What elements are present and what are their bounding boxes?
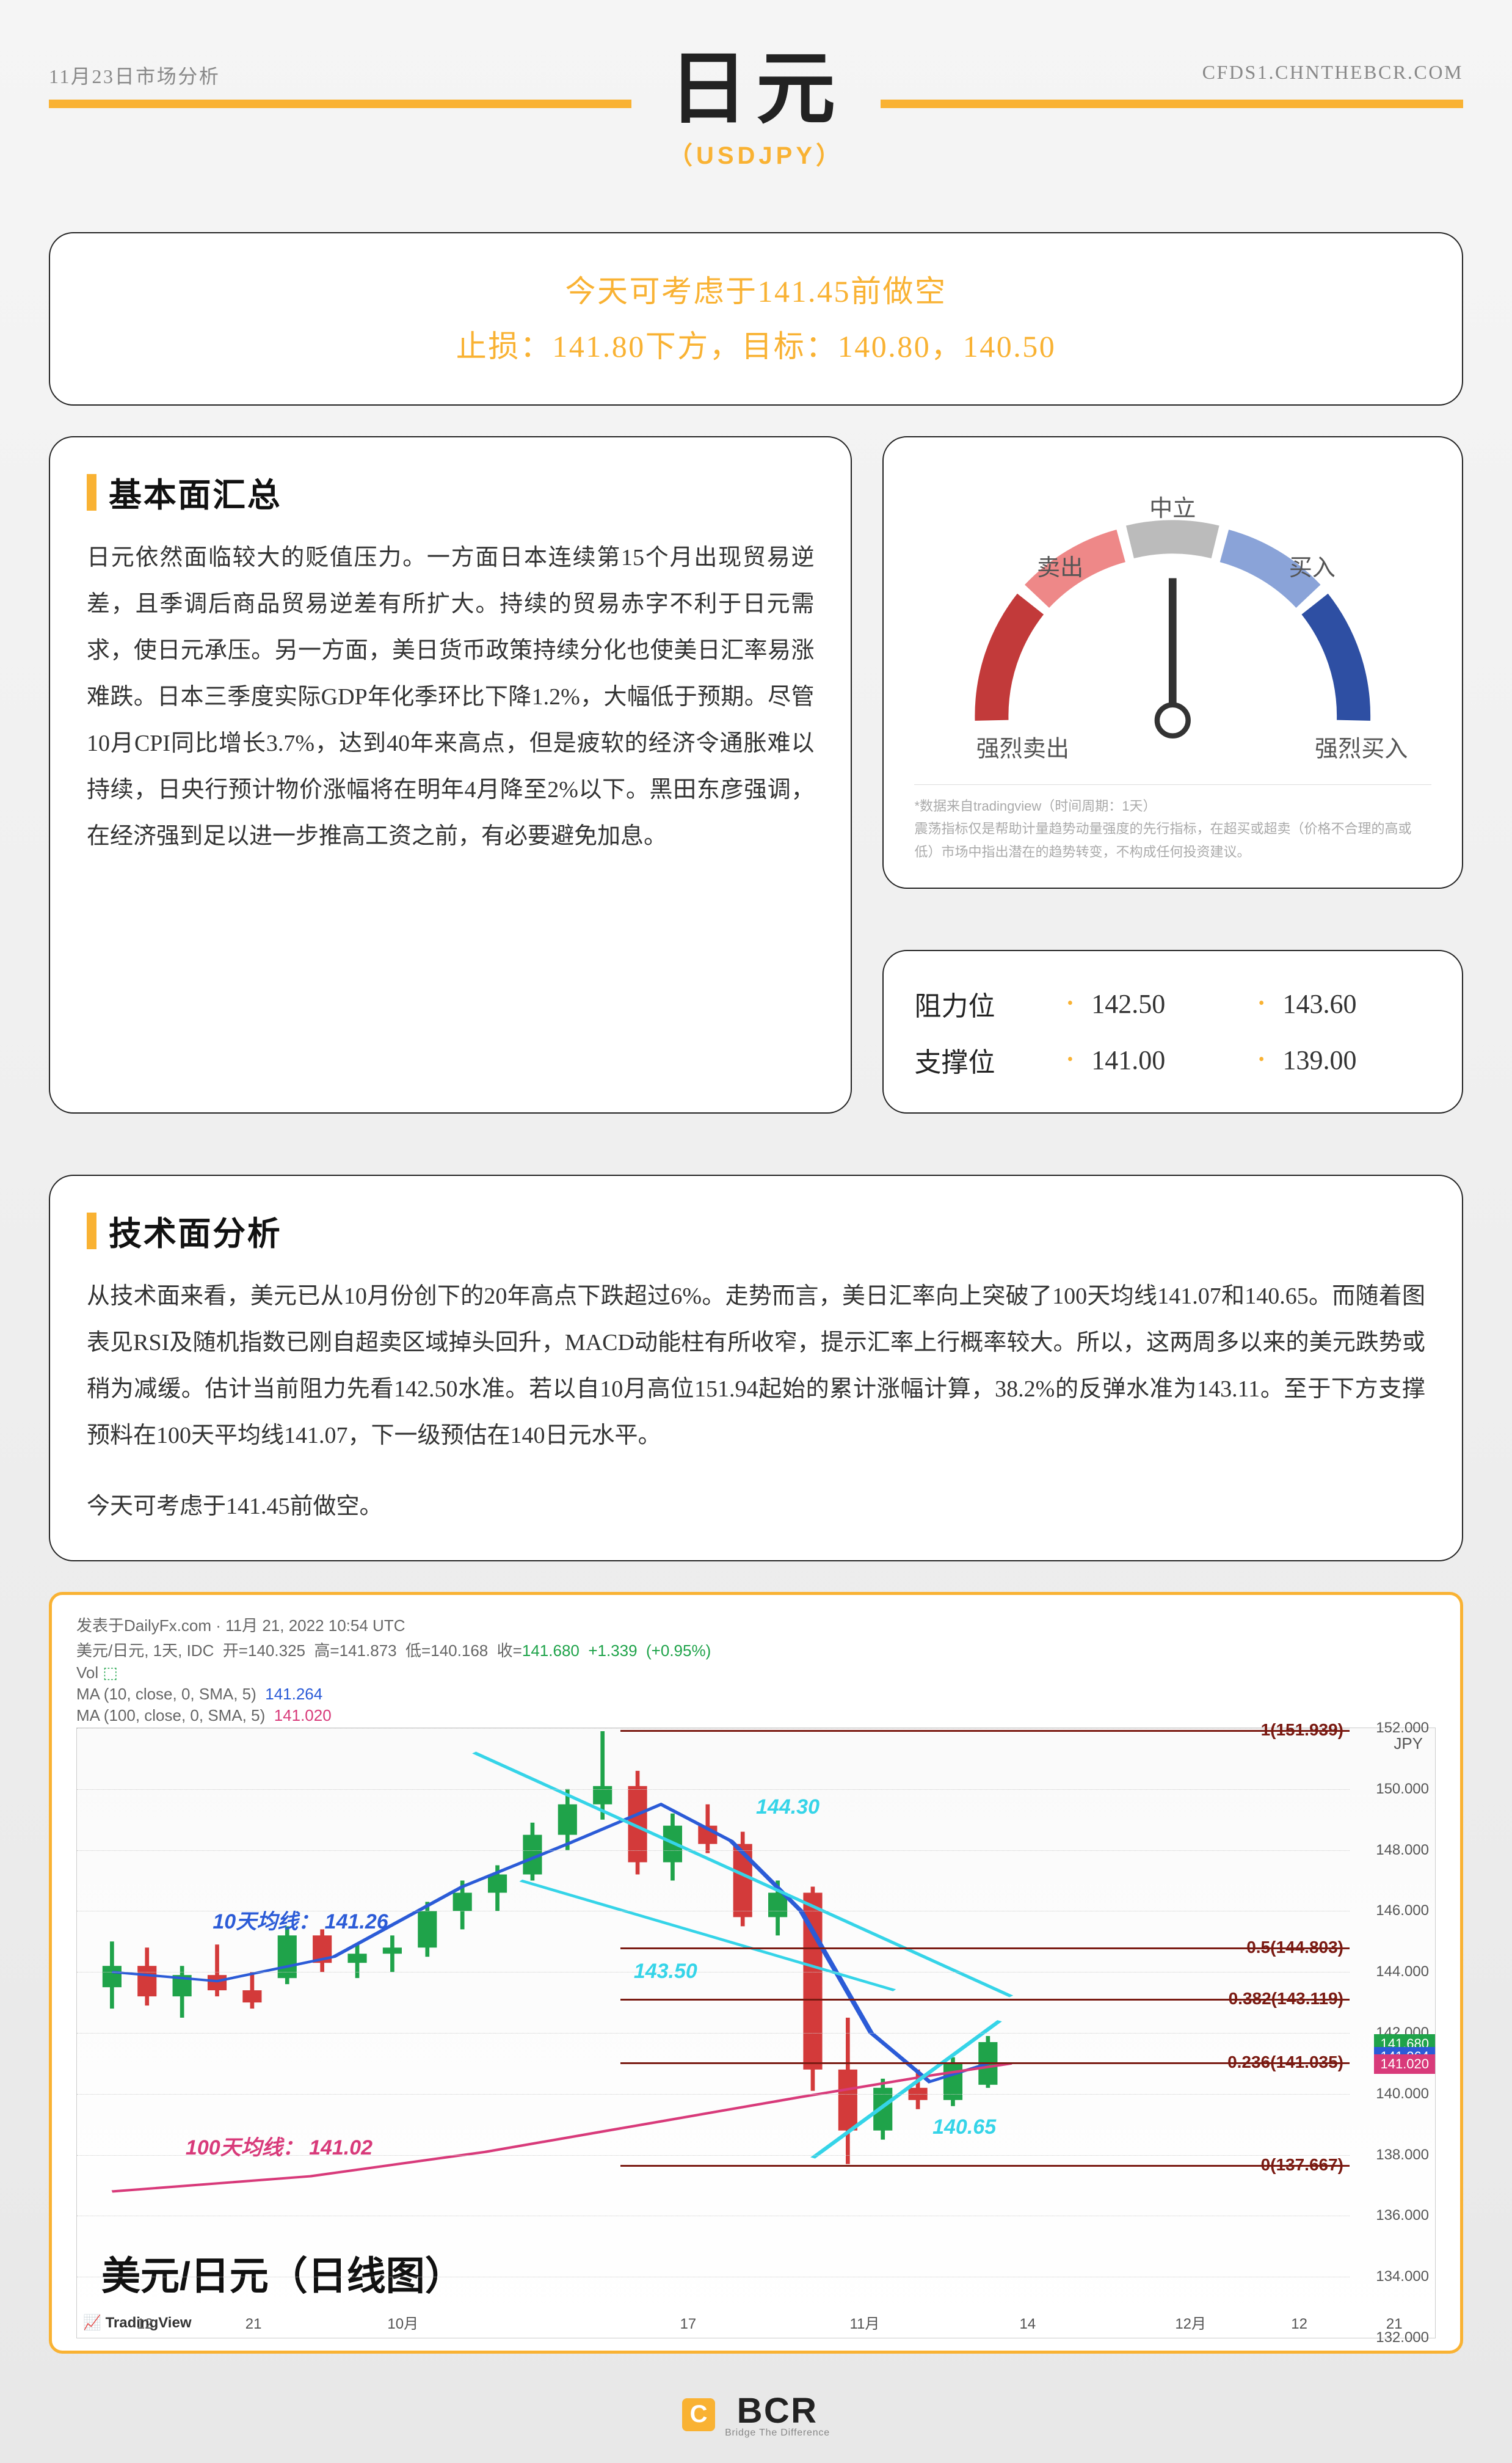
svg-text:中立: 中立 [1150,495,1196,522]
x-axis-label: 10月 [387,2312,418,2333]
y-axis-label: 152.000 [1376,1720,1429,1737]
svg-text:卖出: 卖出 [1038,555,1084,581]
fundamentals-body: 日元依然面临较大的贬值压力。一方面日本连续第15个月出现贸易逆差，且季调后商品贸… [87,535,814,859]
resistance-label: 阻力位 [914,984,1049,1023]
price-chart-card: 发表于DailyFx.com · 11月 21, 2022 10:54 UTC … [49,1592,1463,2354]
page-subtitle: （USDJPY） [668,136,844,171]
chart-plot-area: JPY 美元/日元（日线图） 📈 TradingView 132.000134.… [76,1728,1436,2338]
y-axis-label: 134.000 [1376,2268,1429,2285]
chart-ma100-legend: MA (100, close, 0, SMA, 5) 141.020 [76,1706,1436,1725]
page-header: 日元 （USDJPY） 11月23日市场分析 CFDS1.CHNTHEBCR.C… [49,37,1463,171]
svg-text:强烈卖出: 强烈卖出 [976,737,1069,762]
technical-card: 技术面分析 从技术面来看，美元已从10月份创下的20年高点下跌超过6%。走势而言… [49,1175,1463,1561]
chart-ohlc: 美元/日元, 1天, IDC 开=140.325 高=141.873 低=140… [76,1638,1436,1661]
chart-annotation: 100天均线： 141.02 [186,2131,373,2161]
fib-level-label: 1(151.939) [1261,1720,1343,1740]
chart-annotation: 10天均线： 141.26 [213,1905,388,1935]
signal-sl-tp: 止损：141.80下方，目标：140.80，140.50 [87,319,1425,374]
trade-signal-card: 今天可考虑于141.45前做空 止损：141.80下方，目标：140.80，14… [49,232,1463,406]
technical-heading: 技术面分析 [109,1206,282,1255]
x-axis-label: 17 [680,2316,696,2333]
y-axis-label: 138.000 [1376,2147,1429,2164]
technical-body-1: 从技术面来看，美元已从10月份创下的20年高点下跌超过6%。走势而言，美日汇率向… [87,1273,1425,1459]
bullet-dot: • [1240,994,1283,1013]
site-url: CFDS1.CHNTHEBCR.COM [1202,61,1463,84]
x-axis-label: 12月 [1175,2312,1206,2333]
fundamentals-card: 基本面汇总 日元依然面临较大的贬值压力。一方面日本连续第15个月出现贸易逆差，且… [49,436,852,1114]
fundamentals-heading: 基本面汇总 [109,468,282,516]
gauge-footnote-source: *数据来自tradingview（时间周期：1天） [914,795,1431,817]
y-axis-label: 146.000 [1376,1902,1429,1919]
header-rule-right [881,100,1463,108]
bullet-dot: • [1049,994,1091,1013]
section-accent-bar [87,1213,96,1249]
x-axis-label: 11月 [849,2312,879,2333]
brand-tagline: Bridge The Difference [725,2428,830,2439]
sentiment-gauge: 强烈卖出 卖出 中立 买入 强烈买入 [914,462,1431,772]
chart-ma10-legend: MA (10, close, 0, SMA, 5) 141.264 [76,1685,1436,1704]
support-2: 139.00 [1283,1045,1431,1076]
x-axis-label: 21 [1386,2316,1403,2333]
support-label: 支撑位 [914,1040,1049,1079]
fib-level-line [620,2165,1350,2167]
fib-level-line [620,1730,1350,1732]
y-axis-label: 150.000 [1376,1781,1429,1798]
x-axis-label: 14 [1019,2316,1036,2333]
y-axis-label: 148.000 [1376,1842,1429,1859]
chart-currency-tag: JPY [1394,1734,1423,1753]
gauge-footnote-disclaimer: 震荡指标仅是帮助计量趋势动量强度的先行指标，在超买或超卖（价格不合理的高或低）市… [914,817,1431,863]
chart-annotation: 140.65 [932,2115,996,2139]
section-accent-bar [87,474,96,511]
header-rule-left [49,100,631,108]
fib-level-label: 0.5(144.803) [1246,1938,1343,1957]
resistance-2: 143.60 [1283,988,1431,1020]
fib-level-label: 0.382(143.119) [1229,1989,1343,2009]
sentiment-gauge-card: 强烈卖出 卖出 中立 买入 强烈买入 *数据来自tradingview（时间周期… [882,436,1463,889]
chart-annotation: 143.50 [634,1960,697,1983]
y-axis-label: 140.000 [1376,2085,1429,2103]
support-1: 141.00 [1091,1045,1240,1076]
fib-level-label: 0(137.667) [1261,2155,1343,2175]
levels-card: 阻力位 • 142.50 • 143.60 支撑位 • 141.00 • 139… [882,950,1463,1114]
technical-body-2: 今天可考虑于141.45前做空。 [87,1483,1425,1530]
svg-text:强烈买入: 强烈买入 [1315,737,1408,762]
chart-source: 发表于DailyFx.com · 11月 21, 2022 10:54 UTC [76,1613,1436,1636]
resistance-1: 142.50 [1091,988,1240,1020]
x-axis-label: 12 [1291,2316,1307,2333]
bullet-dot: • [1049,1050,1091,1070]
chart-vol-label: Vol ⬚ [76,1663,1436,1682]
brand-logo-icon [682,2398,715,2431]
fib-level-line [620,1947,1350,1949]
brand-name: BCR [725,2390,830,2431]
x-axis-label: 21 [245,2316,262,2333]
page-title: 日元 [668,24,844,139]
price-tag: 141.020 [1374,2054,1435,2074]
chart-annotation: 144.30 [756,1795,820,1819]
y-axis-label: 144.000 [1376,1963,1429,1980]
svg-text:买入: 买入 [1289,555,1336,581]
chart-title-overlay: 美元/日元（日线图） [101,2245,464,2301]
resistance-row: 阻力位 • 142.50 • 143.60 [914,976,1431,1032]
x-axis-label: 12 [137,2316,153,2333]
page-footer: BCR Bridge The Difference [49,2390,1463,2439]
y-axis-label: 136.000 [1376,2207,1429,2224]
support-row: 支撑位 • 141.00 • 139.00 [914,1032,1431,1088]
fib-level-label: 0.236(141.035) [1227,2052,1343,2072]
signal-entry: 今天可考虑于141.45前做空 [87,264,1425,319]
bullet-dot: • [1240,1050,1283,1070]
analysis-date: 11月23日市场分析 [49,61,220,89]
